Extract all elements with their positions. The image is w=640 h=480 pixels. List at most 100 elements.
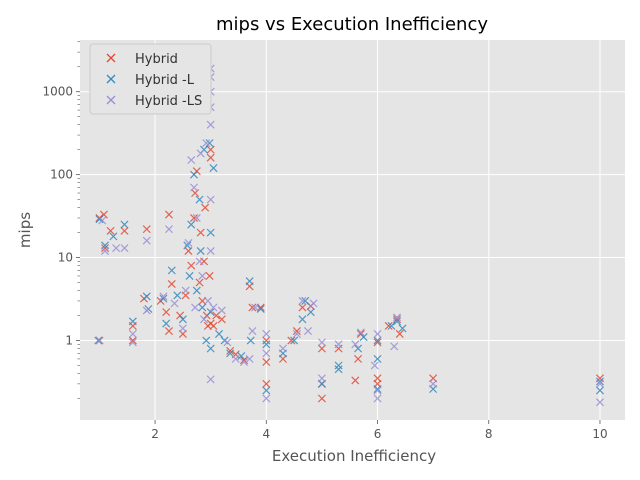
chart-title: mips vs Execution Inefficiency: [216, 14, 488, 35]
scatter-point: [189, 213, 199, 223]
legend-label: Hybrid -L: [135, 73, 195, 88]
scatter-point: [245, 354, 254, 363]
scatter-point: [187, 220, 196, 229]
y-tick-label: 100: [50, 168, 73, 182]
scatter-point: [187, 155, 196, 165]
scatter-point: [101, 244, 110, 253]
scatter-point: [317, 344, 326, 353]
legend-marker: [106, 74, 116, 84]
scatter-point: [120, 244, 129, 253]
scatter-point: [392, 313, 402, 322]
scatter-point: [195, 278, 204, 287]
scatter-point: [209, 164, 218, 173]
x-tick-label: 10: [592, 427, 607, 441]
scatter-point: [298, 296, 307, 305]
scatter-point: [303, 327, 313, 336]
scatter-point: [206, 195, 215, 204]
y-tick-label: 1: [65, 333, 73, 347]
scatter-point: [223, 338, 232, 347]
y-tick-label: 1000: [42, 85, 73, 99]
legend-label: Hybrid -LS: [135, 94, 202, 109]
scatter-point: [595, 386, 604, 395]
scatter-point: [128, 329, 137, 338]
scatter-point: [351, 340, 360, 349]
scatter-point: [373, 374, 382, 383]
scatter-point: [298, 303, 307, 312]
scatter-point: [98, 216, 107, 225]
scatter-point: [159, 294, 168, 303]
scatter-point: [167, 279, 176, 289]
scatter-point: [164, 327, 174, 336]
scatter-point: [95, 336, 104, 345]
scatter-point: [189, 170, 199, 179]
scatter-point: [192, 213, 201, 223]
scatter-point: [351, 376, 360, 385]
scatter-point: [248, 303, 257, 312]
scatter-point: [142, 236, 151, 245]
scatter-point: [246, 336, 255, 345]
scatter-point: [384, 321, 393, 330]
scatter-point: [240, 358, 249, 367]
scatter-point: [196, 228, 205, 237]
legend-marker: [106, 95, 116, 105]
scatter-point: [292, 329, 301, 338]
scatter-point: [142, 292, 151, 301]
scatter-point: [226, 346, 235, 355]
scatter-point: [206, 246, 215, 256]
x-tick-label: 2: [151, 427, 159, 441]
scatter-point: [206, 120, 215, 129]
scatter-point: [373, 329, 382, 338]
legend-label: Hybrid: [135, 52, 178, 67]
scatter-point: [334, 365, 343, 374]
scatter-point: [262, 394, 271, 403]
scatter-point: [395, 329, 404, 338]
scatter-point: [167, 266, 176, 275]
scatter-point: [595, 398, 604, 407]
scatter-point: [262, 386, 271, 395]
scatter-point: [195, 195, 204, 204]
scatter-point: [164, 210, 174, 219]
x-tick-label: 8: [485, 427, 493, 441]
x-axis-label: Execution Inefficiency: [272, 447, 436, 465]
scatter-point: [429, 379, 438, 388]
scatter-point: [206, 344, 215, 353]
scatter-point: [198, 303, 207, 312]
scatter-point: [206, 228, 215, 237]
scatter-point: [112, 244, 121, 253]
scatter-point: [251, 303, 260, 312]
scatter-point: [181, 286, 190, 295]
scatter-point: [195, 257, 204, 266]
scatter-point: [199, 315, 209, 324]
scatter-point: [370, 361, 379, 370]
scatter-point: [334, 340, 343, 349]
scatter-point: [128, 336, 137, 345]
scatter-point: [162, 319, 171, 328]
scatter-point: [142, 306, 151, 315]
scatter-point: [196, 246, 205, 256]
scatter-point: [306, 308, 315, 317]
scatter-point: [206, 145, 215, 154]
scatter-point: [262, 329, 271, 338]
scatter-point: [317, 394, 326, 403]
scatter-point: [231, 354, 240, 363]
scatter-point: [595, 379, 604, 388]
scatter-point: [196, 149, 205, 158]
scatter-point: [173, 291, 182, 300]
scatter-point: [106, 226, 115, 235]
scatter-point: [359, 333, 368, 342]
scatter-point: [183, 241, 192, 250]
scatter-point: [128, 317, 137, 326]
scatter-point: [262, 349, 271, 358]
scatter-point: [237, 351, 246, 361]
scatter-point: [202, 336, 211, 345]
data-points: [94, 64, 604, 407]
scatter-point: [189, 183, 199, 192]
scatter-point: [206, 308, 215, 317]
scatter-point: [192, 286, 201, 295]
scatter-point: [309, 299, 318, 308]
x-tick-label: 6: [374, 427, 382, 441]
scatter-point: [292, 327, 301, 336]
scatter-point: [120, 220, 129, 229]
scatter-point: [217, 306, 226, 315]
y-axis-label: mips: [16, 212, 34, 248]
